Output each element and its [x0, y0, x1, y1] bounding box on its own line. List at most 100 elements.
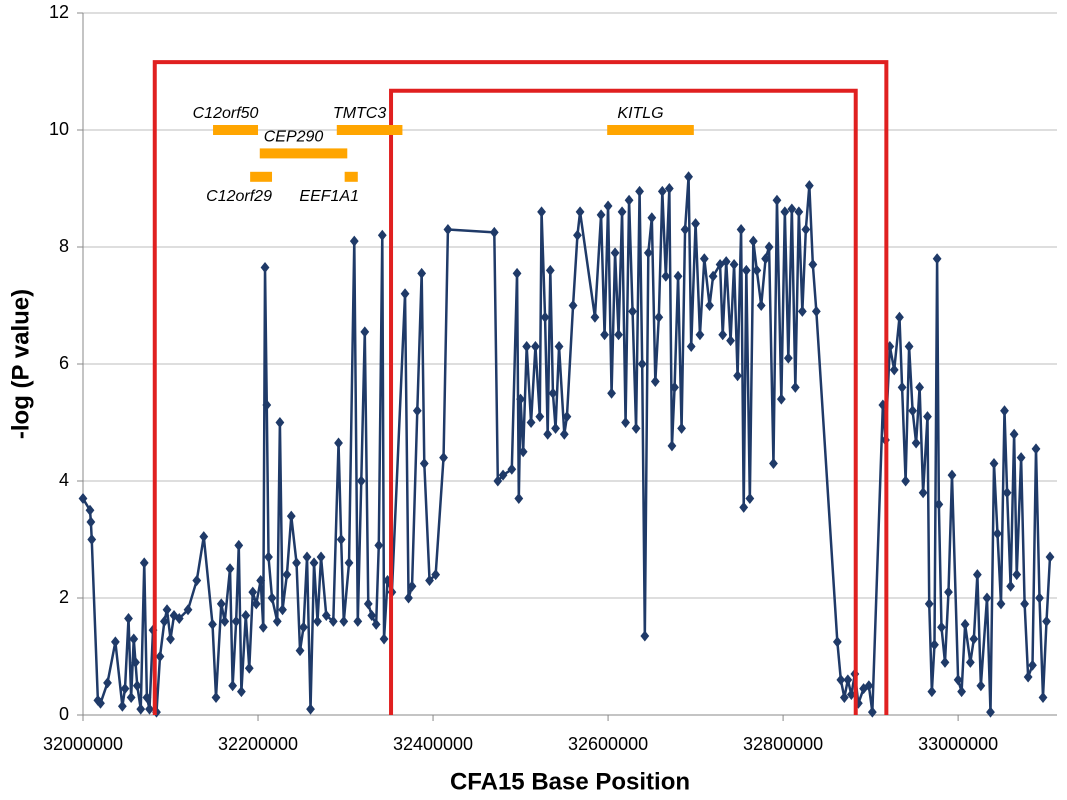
data-point	[607, 387, 616, 399]
data-point	[344, 557, 354, 569]
data-point	[628, 305, 637, 317]
data-point	[120, 683, 130, 695]
data-point	[356, 475, 366, 487]
data-point	[944, 586, 953, 598]
data-point	[124, 612, 133, 624]
data-point	[514, 493, 524, 505]
data-point	[264, 551, 273, 563]
data-point	[790, 381, 800, 393]
data-point	[339, 615, 349, 627]
data-point	[159, 615, 169, 627]
x-tick-label: 32800000	[743, 734, 823, 754]
data-point	[540, 311, 550, 323]
gene-bar	[259, 148, 348, 159]
data-point	[87, 534, 97, 545]
data-point	[947, 469, 957, 481]
data-point	[211, 691, 221, 703]
data-point	[417, 267, 427, 279]
data-point	[976, 680, 986, 692]
data-point	[794, 206, 804, 218]
x-tick-label: 33000000	[918, 734, 998, 754]
data-point	[901, 475, 911, 487]
gene-bar	[250, 171, 273, 182]
data-point	[349, 235, 359, 247]
data-point	[965, 656, 975, 668]
gene-bar	[344, 171, 358, 182]
data-point	[425, 574, 434, 586]
data-point	[811, 305, 821, 317]
data-point	[996, 598, 1006, 610]
data-point	[306, 703, 315, 715]
data-point	[708, 270, 718, 282]
gene-label: C12orf29	[206, 188, 272, 205]
data-point	[832, 636, 842, 648]
data-point	[787, 203, 797, 215]
data-point	[1020, 598, 1030, 610]
data-point	[554, 340, 564, 352]
data-point	[377, 229, 387, 241]
data-point	[897, 381, 907, 393]
data-point	[752, 264, 762, 276]
data-point	[493, 475, 503, 487]
x-axis-title: CFA15 Base Position	[450, 768, 690, 795]
data-point	[169, 610, 179, 622]
data-point	[631, 422, 641, 434]
data-point	[1006, 580, 1016, 592]
data-point	[328, 615, 338, 627]
data-point	[654, 311, 664, 323]
data-point	[621, 417, 630, 428]
data-point	[562, 411, 572, 423]
data-point	[729, 259, 739, 271]
data-point	[241, 610, 251, 622]
data-point	[647, 212, 657, 224]
data-point	[843, 674, 853, 686]
data-point	[1000, 405, 1009, 417]
data-point	[691, 218, 700, 230]
data-point	[404, 592, 413, 604]
data-point	[1038, 691, 1048, 703]
y-tick-label: 4	[59, 470, 69, 490]
data-point	[953, 674, 963, 686]
data-point	[228, 680, 238, 692]
data-point	[136, 703, 146, 715]
data-point	[575, 206, 585, 218]
data-point	[275, 417, 285, 428]
data-point	[545, 264, 555, 276]
data-point	[126, 691, 136, 703]
data-point	[78, 493, 88, 505]
data-point	[695, 329, 705, 341]
gene-bar	[213, 125, 259, 135]
data-point	[600, 329, 609, 341]
data-point	[993, 528, 1002, 540]
data-point	[132, 680, 142, 692]
data-point	[110, 636, 120, 648]
data-point	[419, 457, 429, 469]
data-point	[489, 226, 499, 238]
y-tick-label: 12	[49, 2, 69, 22]
data-point	[1009, 428, 1019, 440]
data-point	[360, 326, 370, 338]
data-point	[1028, 659, 1037, 671]
data-point	[617, 206, 627, 218]
data-point	[635, 185, 644, 197]
data-point	[986, 706, 995, 718]
data-point	[439, 452, 448, 464]
x-tick-label: 32200000	[218, 734, 298, 754]
data-point	[677, 422, 686, 434]
data-point	[761, 253, 770, 265]
gene-label: C12orf50	[193, 105, 259, 122]
data-point	[507, 463, 517, 475]
data-point	[363, 598, 373, 610]
data-point	[640, 630, 650, 642]
data-point	[96, 697, 105, 709]
data-point	[299, 621, 308, 633]
data-point	[86, 516, 96, 528]
gene-bar	[336, 125, 403, 135]
data-point	[839, 691, 849, 703]
data-point	[756, 300, 766, 311]
data-point	[1031, 443, 1041, 455]
data-point	[836, 674, 846, 686]
data-point	[231, 615, 241, 627]
data-point	[614, 329, 623, 341]
